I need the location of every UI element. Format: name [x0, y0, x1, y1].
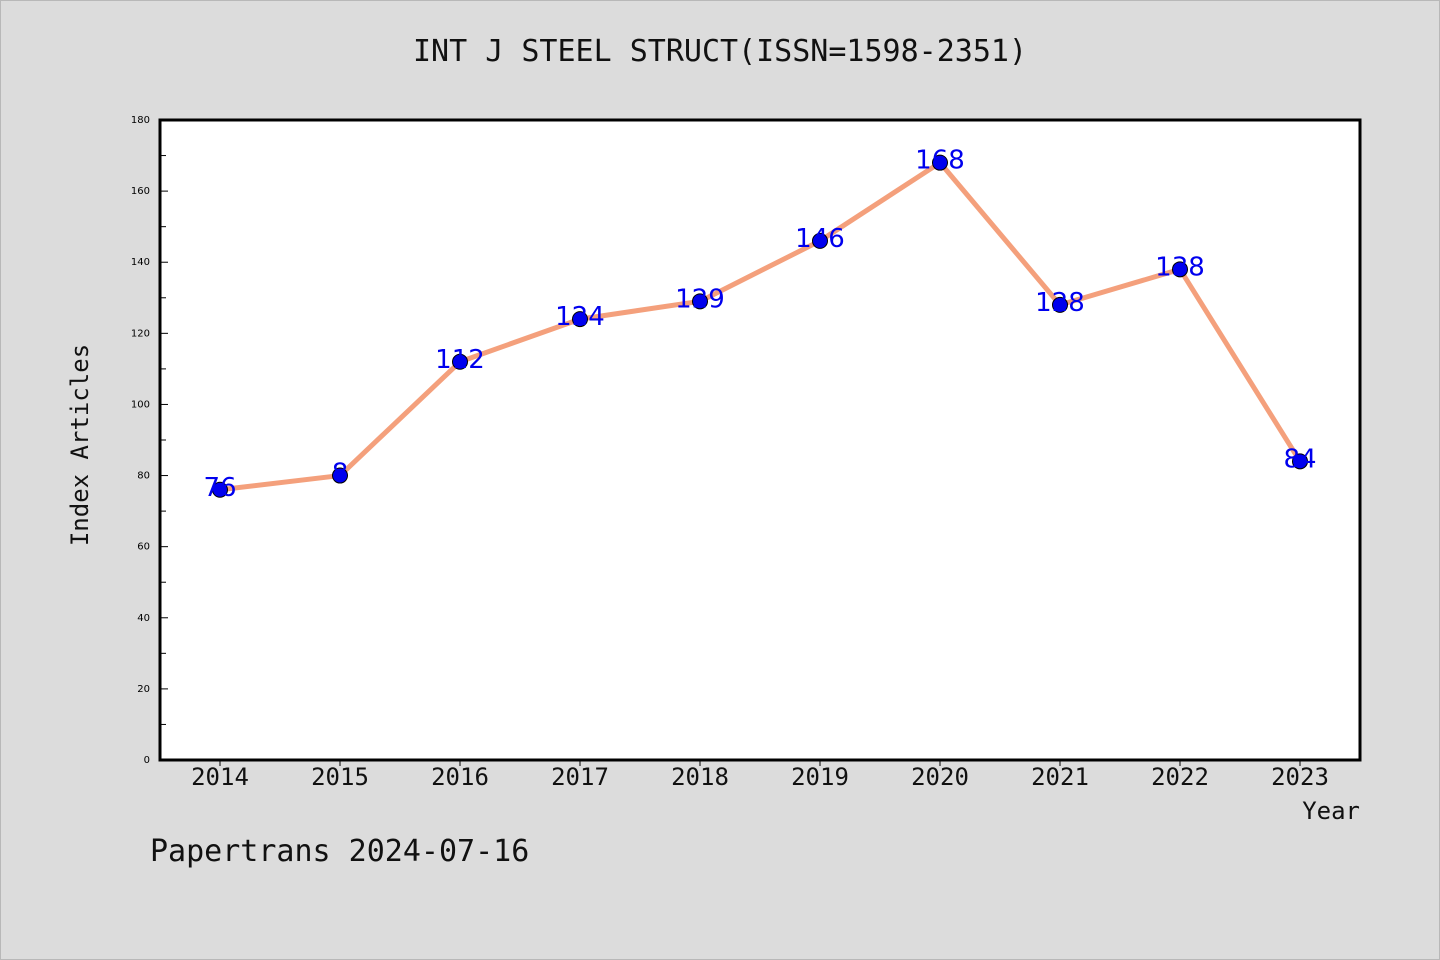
data-label: 168: [915, 146, 965, 176]
y-tick-label: 20: [137, 684, 150, 695]
x-tick-label: 2015: [311, 763, 369, 791]
data-label: 124: [555, 302, 605, 332]
data-label: 146: [795, 224, 845, 254]
data-label: 76: [203, 473, 236, 503]
data-point: [932, 154, 948, 171]
x-axis: 2014 2015 2016 2017 2018 2019 2020 2021 2022 2023: [191, 760, 1329, 791]
x-tick-label: 2018: [671, 763, 729, 791]
data-point: [212, 481, 228, 498]
y-tick-label: 180: [131, 115, 150, 126]
x-tick-label: 2017: [551, 763, 609, 791]
y-axis: 0 20 40 60 80 100 120 140 160 180: [131, 115, 168, 766]
y-tick-label: 100: [131, 399, 150, 410]
x-tick-label: 2016: [431, 763, 489, 791]
footer-text: Papertrans 2024-07-16: [150, 834, 530, 869]
data-label: 128: [1035, 288, 1085, 318]
data-label: 84: [1283, 444, 1316, 474]
y-tick-label: 60: [137, 542, 150, 553]
data-point: [1292, 453, 1308, 470]
y-tick-label: 160: [131, 186, 150, 197]
x-tick-label: 2023: [1271, 763, 1329, 791]
data-point: [1052, 296, 1068, 313]
data-labels-group: 76 8 112 124 129 146 168 128 138 84: [203, 146, 1316, 503]
series-group: [212, 154, 1308, 498]
y-tick-label: 80: [137, 471, 150, 482]
y-tick-label: 120: [131, 328, 150, 339]
data-point: [812, 232, 828, 249]
data-point: [452, 353, 468, 370]
data-label: 129: [675, 284, 725, 314]
data-point: [572, 311, 588, 328]
x-tick-label: 2021: [1031, 763, 1089, 791]
y-tick-label: 0: [144, 755, 150, 766]
y-tick-label: 140: [131, 257, 150, 268]
x-tick-label: 2014: [191, 763, 249, 791]
data-point: [692, 293, 708, 310]
series-line: [217, 160, 1303, 493]
x-axis-label: Year: [1302, 797, 1360, 825]
x-tick-label: 2020: [911, 763, 969, 791]
data-label: 112: [435, 345, 485, 375]
y-tick-label: 40: [137, 613, 150, 624]
x-tick-label: 2022: [1151, 763, 1209, 791]
x-tick-label: 2019: [791, 763, 849, 791]
data-label: 138: [1155, 252, 1205, 282]
data-label: 8: [332, 459, 349, 489]
data-point: [1172, 261, 1188, 278]
data-point: [332, 467, 348, 484]
plot-area: [158, 118, 1362, 762]
chart-title: INT J STEEL STRUCT(ISSN=1598-2351): [412, 34, 1028, 69]
